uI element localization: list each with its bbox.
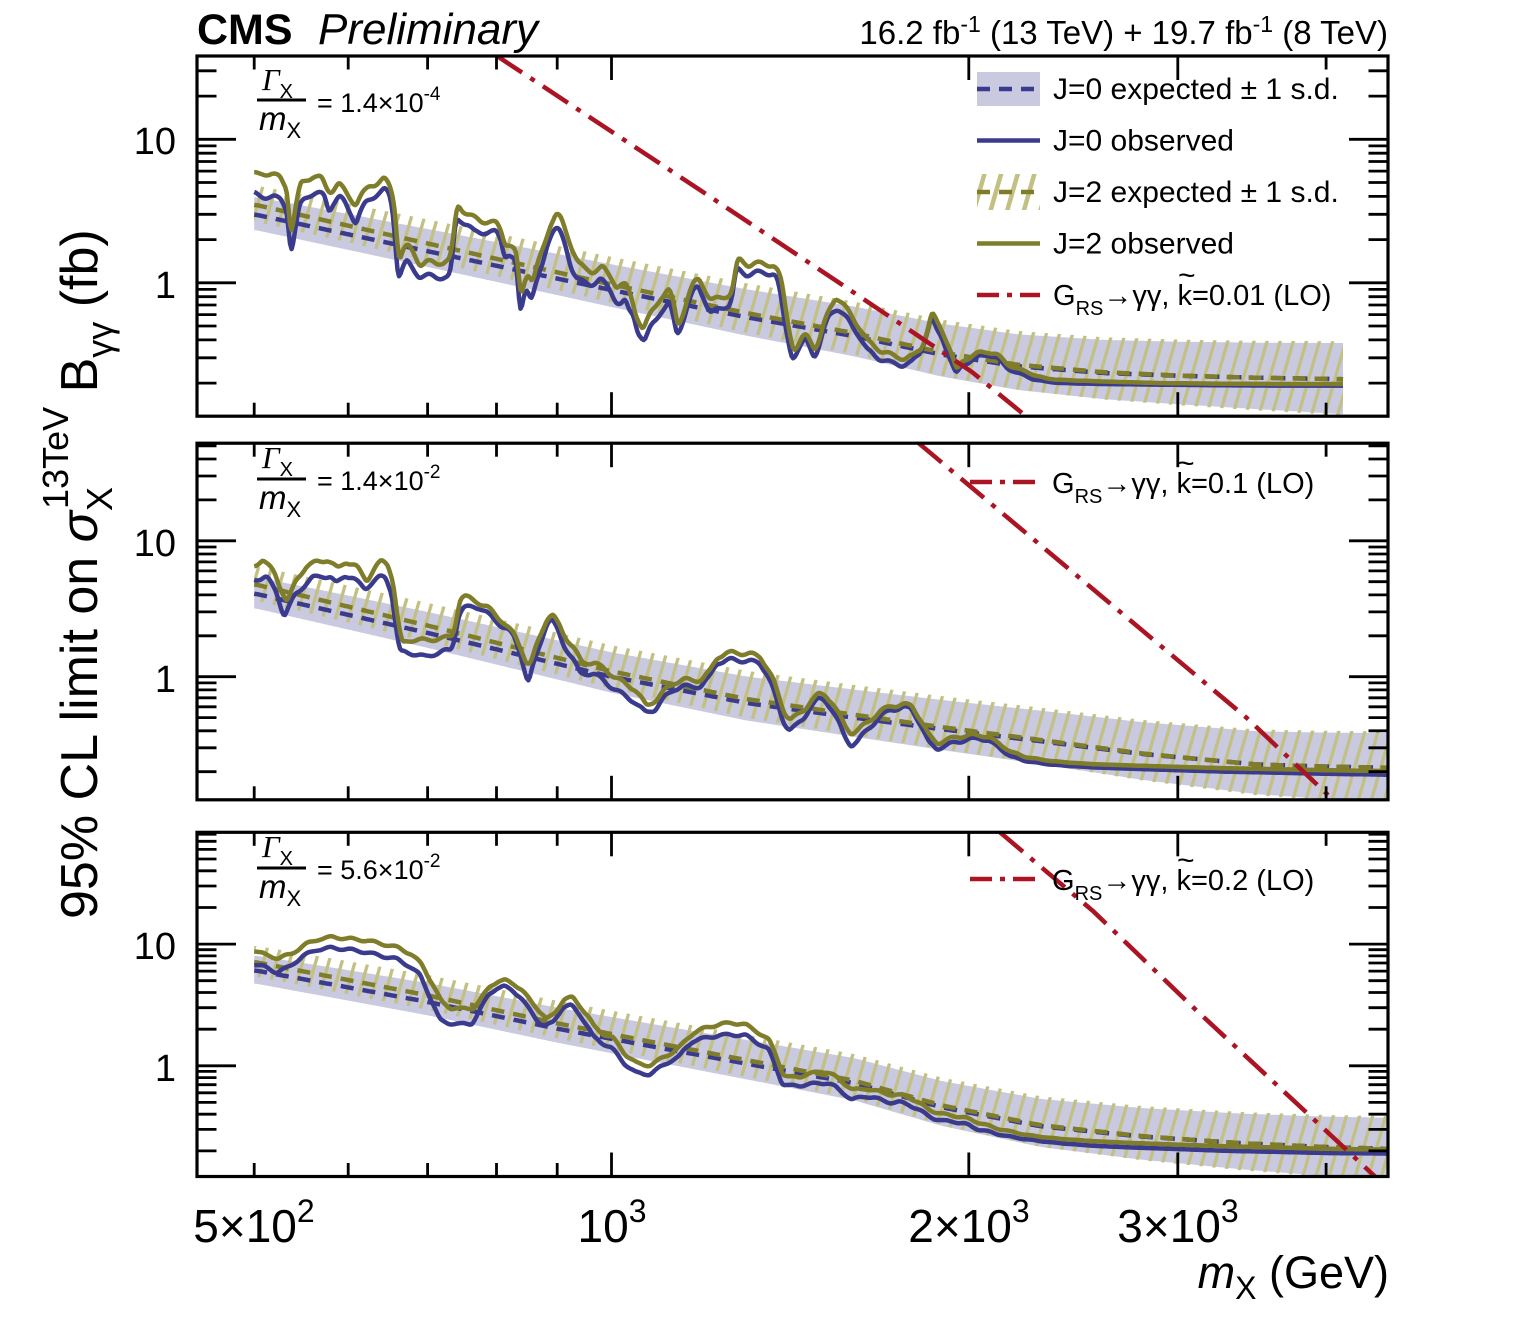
svg-text:10: 10 <box>134 523 176 565</box>
svg-text:5×102: 5×102 <box>193 1193 314 1252</box>
svg-text:GRS→γγ, k=0.1 (LO): GRS→γγ, k=0.1 (LO) <box>1052 468 1314 508</box>
svg-text:~: ~ <box>1177 844 1195 877</box>
svg-text:2×103: 2×103 <box>908 1193 1029 1252</box>
svg-text:10: 10 <box>134 121 176 163</box>
svg-text:mX: mX <box>259 479 302 522</box>
svg-text:ΓX: ΓX <box>261 62 293 103</box>
svg-text:~: ~ <box>1177 447 1195 480</box>
svg-text:1: 1 <box>155 1048 176 1090</box>
svg-text:ΓX: ΓX <box>261 440 293 481</box>
svg-text:= 1.4×10-2: = 1.4×10-2 <box>317 462 441 496</box>
svg-text:3×103: 3×103 <box>1117 1193 1238 1252</box>
svg-text:~: ~ <box>1178 259 1196 292</box>
svg-text:1: 1 <box>155 265 176 307</box>
svg-text:J=2 expected ± 1 s.d.: J=2 expected ± 1 s.d. <box>1053 176 1339 209</box>
svg-text:CMS: CMS <box>197 6 293 54</box>
svg-text:J=2 observed: J=2 observed <box>1053 228 1234 261</box>
svg-text:Preliminary: Preliminary <box>318 5 541 54</box>
svg-text:mX (GeV): mX (GeV) <box>1198 1247 1389 1306</box>
svg-text:16.2 fb-1 (13 TeV) + 19.7 fb-1: 16.2 fb-1 (13 TeV) + 19.7 fb-1 (8 TeV) <box>859 11 1388 51</box>
svg-text:= 1.4×10-4: = 1.4×10-4 <box>317 84 441 118</box>
svg-text:1: 1 <box>155 659 176 701</box>
svg-text:= 5.6×10-2: = 5.6×10-2 <box>317 851 441 885</box>
svg-text:J=0 expected ± 1 s.d.: J=0 expected ± 1 s.d. <box>1053 73 1339 106</box>
svg-text:10: 10 <box>134 926 176 968</box>
svg-text:J=0 observed: J=0 observed <box>1053 125 1234 158</box>
